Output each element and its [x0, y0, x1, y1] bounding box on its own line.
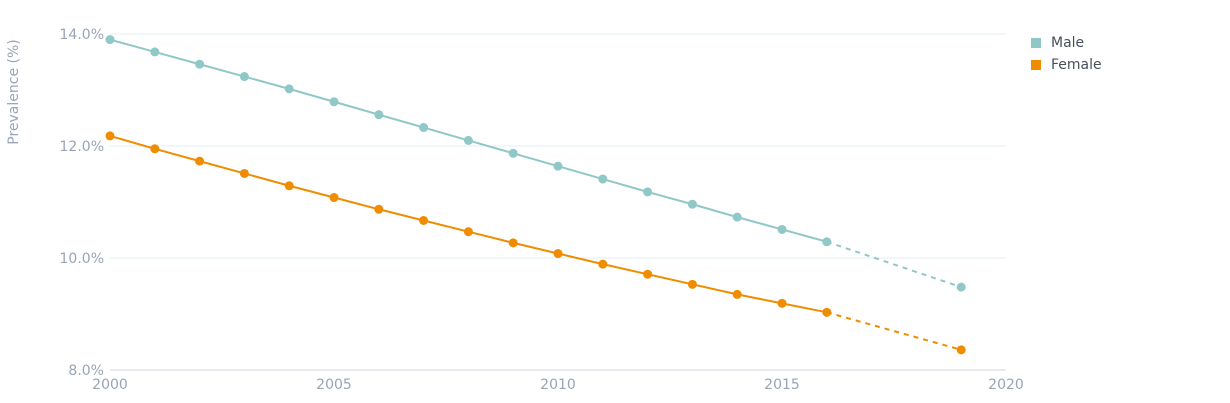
x-tick-label: 2015: [764, 377, 800, 393]
data-point-female[interactable]: [553, 249, 563, 259]
data-point-female[interactable]: [732, 289, 742, 299]
legend: Male Female: [1031, 32, 1102, 76]
series-line-female: [109, 134, 827, 314]
data-point-male[interactable]: [687, 199, 697, 209]
projection-point-male[interactable]: [956, 282, 966, 292]
projection-line-male: [826, 240, 962, 289]
data-point-male[interactable]: [329, 97, 339, 107]
grid-lines: [110, 33, 1006, 371]
legend-item-female[interactable]: Female: [1031, 54, 1102, 76]
data-point-female[interactable]: [150, 144, 160, 154]
data-point-male[interactable]: [822, 237, 832, 247]
legend-swatch-female: [1031, 60, 1041, 70]
data-point-female[interactable]: [374, 204, 384, 214]
data-point-female[interactable]: [195, 156, 205, 166]
data-point-female[interactable]: [643, 269, 653, 279]
y-tick-label: 12.0%: [60, 139, 104, 155]
data-point-male[interactable]: [105, 35, 115, 45]
x-tick-label: 2010: [540, 377, 576, 393]
data-point-female[interactable]: [598, 259, 608, 269]
x-tick-label: 2020: [988, 377, 1024, 393]
data-point-male[interactable]: [150, 47, 160, 57]
data-point-male[interactable]: [732, 212, 742, 222]
x-axis-ticks: 2000 2005 2010 2015 2020: [92, 377, 1024, 393]
data-point-male[interactable]: [239, 72, 249, 82]
data-point-male[interactable]: [284, 84, 294, 94]
data-point-female[interactable]: [239, 168, 249, 178]
data-point-male[interactable]: [643, 187, 653, 197]
data-point-female[interactable]: [822, 307, 832, 317]
data-point-female[interactable]: [508, 238, 518, 248]
x-tick-label: 2000: [92, 377, 128, 393]
projection-point-female[interactable]: [956, 345, 966, 355]
y-axis-ticks: 8.0% 10.0% 12.0% 14.0%: [60, 27, 104, 379]
y-axis-title: Prevalence (%): [6, 39, 22, 145]
data-point-male[interactable]: [463, 135, 473, 145]
data-point-female[interactable]: [419, 215, 429, 225]
legend-label-female: Female: [1051, 57, 1102, 73]
data-point-female[interactable]: [777, 298, 787, 308]
series-group: [105, 35, 966, 355]
legend-item-male[interactable]: Male: [1031, 32, 1102, 54]
series-female: [105, 131, 966, 355]
data-point-female[interactable]: [329, 193, 339, 203]
data-point-male[interactable]: [508, 148, 518, 158]
data-point-female[interactable]: [463, 227, 473, 237]
y-tick-label: 8.0%: [68, 363, 104, 379]
data-point-male[interactable]: [419, 123, 429, 133]
data-point-female[interactable]: [105, 131, 115, 141]
projection-line-female: [826, 311, 962, 351]
data-point-male[interactable]: [777, 224, 787, 234]
data-point-male[interactable]: [553, 161, 563, 171]
data-point-female[interactable]: [687, 279, 697, 289]
legend-swatch-male: [1031, 38, 1041, 48]
data-point-male[interactable]: [598, 174, 608, 184]
data-point-male[interactable]: [374, 110, 384, 120]
y-tick-label: 10.0%: [60, 251, 104, 267]
legend-label-male: Male: [1051, 35, 1085, 51]
y-tick-label: 14.0%: [60, 27, 104, 43]
series-male: [105, 35, 966, 292]
x-tick-label: 2005: [316, 377, 352, 393]
data-point-female[interactable]: [284, 181, 294, 191]
data-point-male[interactable]: [195, 59, 205, 69]
